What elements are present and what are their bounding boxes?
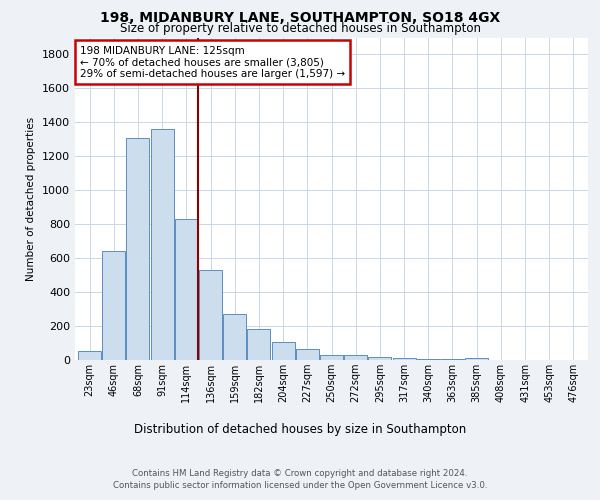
Bar <box>368 357 391 360</box>
Text: 198 MIDANBURY LANE: 125sqm
← 70% of detached houses are smaller (3,805)
29% of s: 198 MIDANBURY LANE: 125sqm ← 70% of deta… <box>80 46 345 79</box>
Text: Size of property relative to detached houses in Southampton: Size of property relative to detached ho… <box>119 22 481 35</box>
Bar <box>102 252 125 360</box>
Text: Contains HM Land Registry data © Crown copyright and database right 2024.: Contains HM Land Registry data © Crown c… <box>132 469 468 478</box>
Bar <box>223 314 246 360</box>
Bar <box>175 219 198 360</box>
Y-axis label: Number of detached properties: Number of detached properties <box>26 116 37 281</box>
Bar <box>441 359 464 360</box>
Bar <box>296 349 319 360</box>
Bar <box>127 138 149 360</box>
Bar <box>78 350 101 360</box>
Bar <box>465 358 488 360</box>
Bar <box>392 358 416 360</box>
Bar <box>344 355 367 360</box>
Bar <box>272 342 295 360</box>
Bar <box>151 129 173 360</box>
Text: 198, MIDANBURY LANE, SOUTHAMPTON, SO18 4GX: 198, MIDANBURY LANE, SOUTHAMPTON, SO18 4… <box>100 11 500 25</box>
Bar <box>199 270 222 360</box>
Text: Contains public sector information licensed under the Open Government Licence v3: Contains public sector information licen… <box>113 481 487 490</box>
Bar <box>320 355 343 360</box>
Bar <box>417 358 440 360</box>
Bar <box>247 328 271 360</box>
Text: Distribution of detached houses by size in Southampton: Distribution of detached houses by size … <box>134 422 466 436</box>
